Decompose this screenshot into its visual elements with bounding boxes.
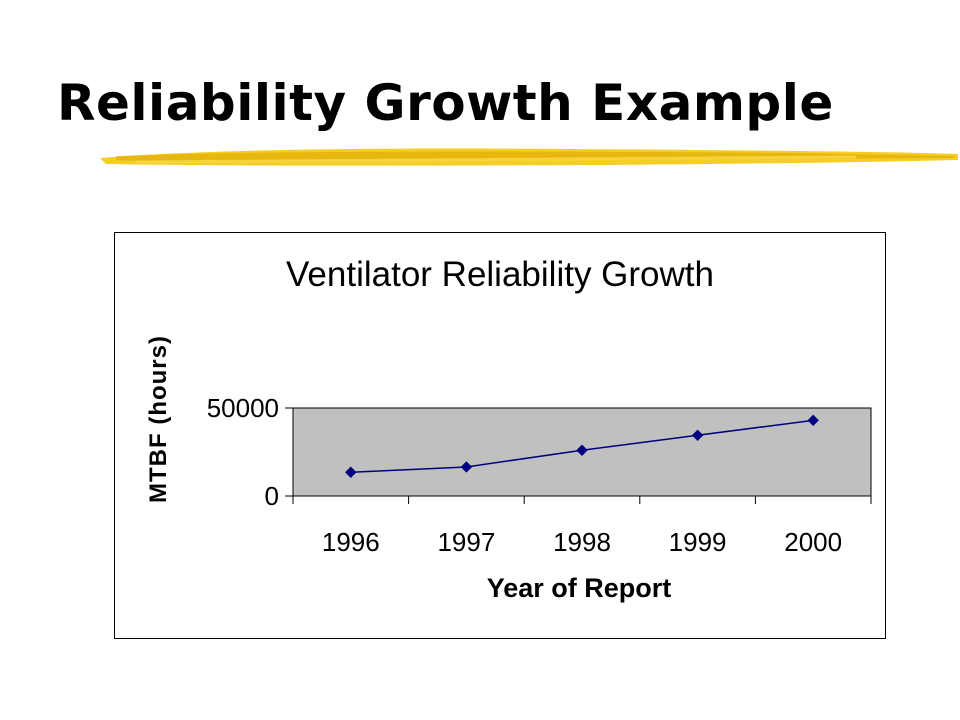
x-tick-label: 1998 xyxy=(553,527,611,557)
data-point xyxy=(691,429,704,441)
y-tick-label: 0 xyxy=(265,481,279,511)
y-axis-label: MTBF (hours) xyxy=(145,335,172,503)
chart-canvas: 0 50000 1996 1997 1998 1999 2000 xyxy=(207,393,872,557)
x-tick-label: 1997 xyxy=(437,527,495,557)
data-point xyxy=(576,444,588,456)
chart-area: Ventilator Reliability Growth 0 50000 1996… xyxy=(114,232,886,639)
title-underline xyxy=(100,148,958,166)
y-tick-label: 50000 xyxy=(207,393,279,423)
x-tick-label: 2000 xyxy=(784,527,842,557)
data-point xyxy=(807,414,819,427)
x-tick-label: 1996 xyxy=(322,527,380,557)
x-tick-label: 1999 xyxy=(669,527,727,557)
x-axis-label: Year of Report xyxy=(486,573,672,603)
data-point xyxy=(460,461,473,473)
data-point xyxy=(345,466,357,478)
slide-title: Reliability Growth Example xyxy=(57,74,834,132)
chart-title: Ventilator Reliability Growth xyxy=(286,255,714,294)
